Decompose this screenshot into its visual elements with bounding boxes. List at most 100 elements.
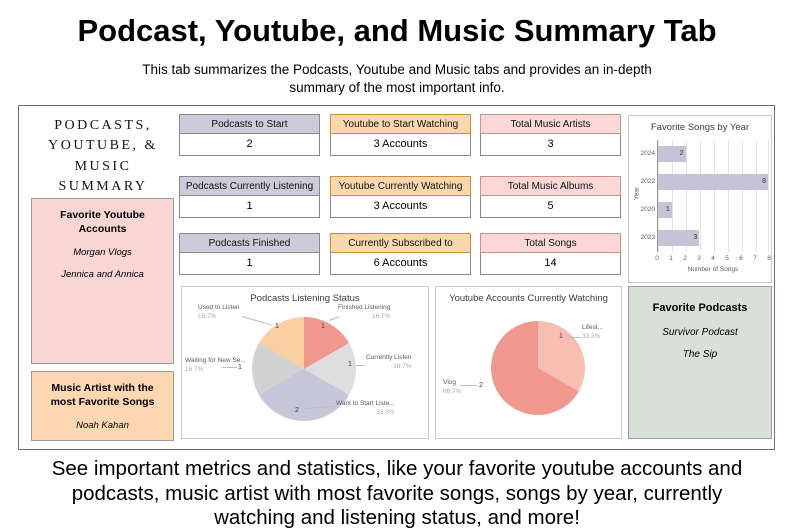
stat-value: 1 xyxy=(179,196,320,218)
stat-value: 3 xyxy=(480,134,621,156)
stat-label: Total Songs xyxy=(480,233,621,253)
pie-slice-label: Waiting for New Se... 16.7% xyxy=(185,357,246,373)
pie-slice-label: Currently Listen 16.7% xyxy=(366,354,412,370)
footer-line-2: podcasts, music artist with most favorit… xyxy=(71,481,723,505)
stat-card-currently-subscribed-to: Currently Subscribed to 6 Accounts xyxy=(330,233,471,275)
chart-title: Favorite Songs by Year xyxy=(650,122,750,133)
footer-line-1: See important metrics and statistics, li… xyxy=(51,457,743,480)
box-title: Music Artist with the most Favorite Song… xyxy=(50,382,155,409)
bar-row: 3 xyxy=(658,224,768,252)
bar-value-label: 8 xyxy=(762,178,766,185)
bar-row: 2 xyxy=(658,140,768,168)
stat-card-podcasts-to-start: Podcasts to Start 2 xyxy=(179,114,320,156)
bar: 8 xyxy=(658,174,768,190)
chart-title: Youtube Accounts Currently Watching xyxy=(449,293,608,304)
leader-line xyxy=(241,316,272,326)
bar-chart-favorite-songs-by-year: Favorite Songs by Year Year 2024 2022 20… xyxy=(628,115,772,283)
slice-value: 1 xyxy=(348,361,352,368)
stat-label: Podcasts Currently Listening xyxy=(179,176,320,196)
stat-card-youtube-to-start-watching: Youtube to Start Watching 3 Accounts xyxy=(330,114,471,156)
pie-slice-label: Want to Start Liste... 33.3% xyxy=(336,400,395,416)
stat-value: 6 Accounts xyxy=(330,253,471,275)
stat-card-total-music-artists: Total Music Artists 3 xyxy=(480,114,621,156)
bar-row: 1 xyxy=(658,196,768,224)
stat-card-total-music-albums: Total Music Albums 5 xyxy=(480,176,621,218)
slice-value: 1 xyxy=(238,364,242,371)
stat-card-podcasts-currently-listening: Podcasts Currently Listening 1 xyxy=(179,176,320,218)
list-item: Survivor Podcast xyxy=(662,326,738,338)
stat-value: 14 xyxy=(480,253,621,275)
top-music-artist-box: Music Artist with the most Favorite Song… xyxy=(31,371,174,441)
leader-line xyxy=(222,367,237,368)
pie-graphic xyxy=(491,321,585,415)
pie-slice-label: Used to Listen 16.7% xyxy=(198,304,240,320)
summary-dashboard: PODCASTS, YOUTUBE, & MUSIC SUMMARY Favor… xyxy=(18,105,775,450)
x-tick: 3 xyxy=(697,255,701,262)
bar-row: 8 xyxy=(658,168,768,196)
pie-slice-label: Lifest... 33.3% xyxy=(582,324,603,340)
heading-line: MUSIC xyxy=(74,158,132,174)
stat-label: Podcasts Finished xyxy=(179,233,320,253)
bar-plot-area: 2 8 1 3 xyxy=(657,140,769,252)
list-item: Jennica and Annica xyxy=(61,269,144,281)
pie-chart-podcasts-listening-status: Podcasts Listening Status Used to Listen… xyxy=(181,286,429,439)
stat-value: 2 xyxy=(179,134,320,156)
slice-value: 2 xyxy=(479,382,483,389)
heading-line: YOUTUBE, & xyxy=(48,138,158,154)
bar-value-label: 3 xyxy=(693,234,698,241)
pie-chart-youtube-accounts-currently-watching: Youtube Accounts Currently Watching Life… xyxy=(435,286,622,439)
x-tick: 2 xyxy=(683,255,687,262)
stat-card-podcasts-finished: Podcasts Finished 1 xyxy=(179,233,320,275)
favorite-podcasts-box: Favorite Podcasts Survivor Podcast The S… xyxy=(628,286,772,439)
x-tick: 8 xyxy=(767,255,771,262)
page-subtitle: This tab summarizes the Podcasts, Youtub… xyxy=(0,61,794,96)
stat-value: 3 Accounts xyxy=(330,134,471,156)
pie-slice-label: Finished Listening 16.7% xyxy=(338,304,391,320)
pie-slice-label: Vlog 66.7% xyxy=(443,379,462,395)
stat-card-total-songs: Total Songs 14 xyxy=(480,233,621,275)
list-item: Noah Kahan xyxy=(76,420,129,432)
x-tick: 6 xyxy=(739,255,743,262)
slice-value: 1 xyxy=(321,323,325,330)
stat-value: 1 xyxy=(179,253,320,275)
slice-value: 1 xyxy=(559,333,563,340)
pie-graphic xyxy=(252,317,356,421)
list-item: Morgan Vlogs xyxy=(73,247,132,259)
list-item: The Sip xyxy=(682,348,718,360)
leader-line xyxy=(461,385,477,386)
box-title: Favorite Youtube Accounts xyxy=(60,209,145,236)
slice-value: 1 xyxy=(275,323,279,330)
leader-line xyxy=(356,365,365,366)
stat-label: Youtube to Start Watching xyxy=(330,114,471,134)
footer-line-3: watching and listening status, and more! xyxy=(214,506,580,530)
x-tick: 5 xyxy=(725,255,729,262)
y-tick: 2024 xyxy=(640,150,655,157)
y-tick: 2023 xyxy=(640,234,655,241)
heading-line: SUMMARY xyxy=(58,178,148,194)
stat-label: Total Music Artists xyxy=(480,114,621,134)
bar-value-label: 2 xyxy=(679,150,684,157)
slice-value: 2 xyxy=(295,407,299,414)
leader-line xyxy=(568,337,581,338)
subtitle-line-1: This tab summarizes the Podcasts, Youtub… xyxy=(142,62,652,77)
heading-line: PODCASTS, xyxy=(54,118,152,133)
stat-label: Currently Subscribed to xyxy=(330,233,471,253)
subtitle-line-2: summary of the most important info. xyxy=(289,79,505,95)
favorite-youtube-accounts-box: Favorite Youtube Accounts Morgan Vlogs J… xyxy=(31,198,174,364)
bar-value-label: 1 xyxy=(665,206,670,213)
box-title: Favorite Podcasts xyxy=(652,302,748,314)
bar: 3 xyxy=(658,230,700,246)
page-title: Podcast, Youtube, and Music Summary Tab xyxy=(77,13,717,48)
stat-label: Youtube Currently Watching xyxy=(330,176,471,196)
y-tick: 2022 xyxy=(640,178,655,185)
stat-card-youtube-currently-watching: Youtube Currently Watching 3 Accounts xyxy=(330,176,471,218)
bar: 2 xyxy=(658,146,686,162)
stat-label: Total Music Albums xyxy=(480,176,621,196)
x-tick: 4 xyxy=(711,255,715,262)
summary-panel-heading: PODCASTS, YOUTUBE, & MUSIC SUMMARY xyxy=(27,116,179,197)
stat-value: 3 Accounts xyxy=(330,196,471,218)
x-axis-label: Number of Songs xyxy=(687,266,739,273)
x-tick: 7 xyxy=(753,255,757,262)
chart-title: Podcasts Listening Status xyxy=(250,293,360,304)
footer-description: See important metrics and statistics, li… xyxy=(0,457,794,531)
